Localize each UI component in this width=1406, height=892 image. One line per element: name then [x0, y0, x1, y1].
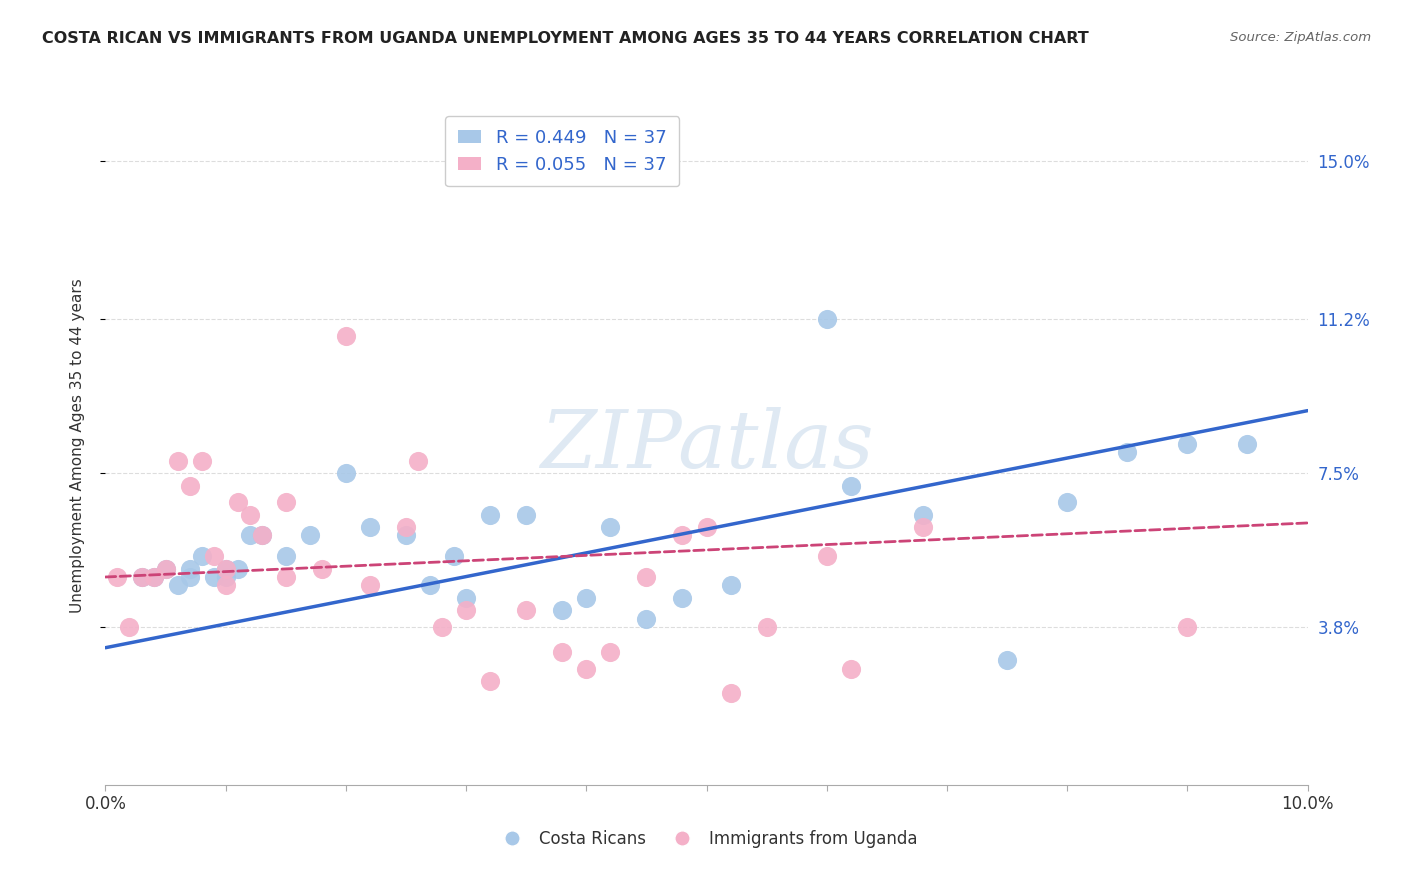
Point — [190, 549, 212, 564]
Point — [815, 549, 838, 564]
Point — [166, 578, 188, 592]
Point — [671, 591, 693, 605]
Point — [142, 570, 165, 584]
Point — [551, 603, 574, 617]
Point — [166, 453, 188, 467]
Point — [720, 686, 742, 700]
Point — [911, 508, 934, 522]
Point — [515, 508, 537, 522]
Point — [839, 661, 862, 675]
Text: COSTA RICAN VS IMMIGRANTS FROM UGANDA UNEMPLOYMENT AMONG AGES 35 TO 44 YEARS COR: COSTA RICAN VS IMMIGRANTS FROM UGANDA UN… — [42, 31, 1088, 46]
Point — [1116, 445, 1139, 459]
Point — [214, 562, 236, 576]
Point — [839, 478, 862, 492]
Point — [202, 570, 225, 584]
Point — [599, 520, 621, 534]
Point — [118, 620, 141, 634]
Point — [131, 570, 153, 584]
Point — [1236, 437, 1258, 451]
Point — [755, 620, 778, 634]
Point — [250, 528, 273, 542]
Point — [696, 520, 718, 534]
Point — [131, 570, 153, 584]
Point — [1175, 620, 1198, 634]
Point — [239, 528, 262, 542]
Point — [107, 570, 129, 584]
Point — [155, 562, 177, 576]
Point — [395, 520, 418, 534]
Point — [443, 549, 465, 564]
Point — [250, 528, 273, 542]
Point — [406, 453, 429, 467]
Text: ZIPatlas: ZIPatlas — [540, 408, 873, 484]
Point — [1175, 437, 1198, 451]
Point — [226, 495, 249, 509]
Point — [575, 661, 598, 675]
Point — [1056, 495, 1078, 509]
Point — [395, 528, 418, 542]
Point — [479, 673, 502, 688]
Point — [720, 578, 742, 592]
Point — [179, 562, 201, 576]
Point — [671, 528, 693, 542]
Point — [515, 603, 537, 617]
Point — [214, 578, 236, 592]
Point — [636, 611, 658, 625]
Point — [214, 570, 236, 584]
Point — [274, 570, 297, 584]
Point — [430, 620, 453, 634]
Point — [815, 312, 838, 326]
Point — [599, 645, 621, 659]
Point — [575, 591, 598, 605]
Point — [226, 562, 249, 576]
Text: Source: ZipAtlas.com: Source: ZipAtlas.com — [1230, 31, 1371, 45]
Legend: Costa Ricans, Immigrants from Uganda: Costa Ricans, Immigrants from Uganda — [489, 823, 924, 855]
Point — [359, 520, 381, 534]
Point — [359, 578, 381, 592]
Point — [190, 453, 212, 467]
Point — [311, 562, 333, 576]
Point — [274, 549, 297, 564]
Point — [179, 570, 201, 584]
Point — [335, 466, 357, 480]
Point — [142, 570, 165, 584]
Point — [202, 549, 225, 564]
Point — [454, 591, 477, 605]
Point — [911, 520, 934, 534]
Point — [551, 645, 574, 659]
Point — [479, 508, 502, 522]
Point — [274, 495, 297, 509]
Point — [335, 328, 357, 343]
Point — [298, 528, 321, 542]
Point — [239, 508, 262, 522]
Point — [155, 562, 177, 576]
Point — [214, 562, 236, 576]
Point — [419, 578, 441, 592]
Point — [995, 653, 1018, 667]
Point — [179, 478, 201, 492]
Y-axis label: Unemployment Among Ages 35 to 44 years: Unemployment Among Ages 35 to 44 years — [70, 278, 84, 614]
Point — [454, 603, 477, 617]
Point — [636, 570, 658, 584]
